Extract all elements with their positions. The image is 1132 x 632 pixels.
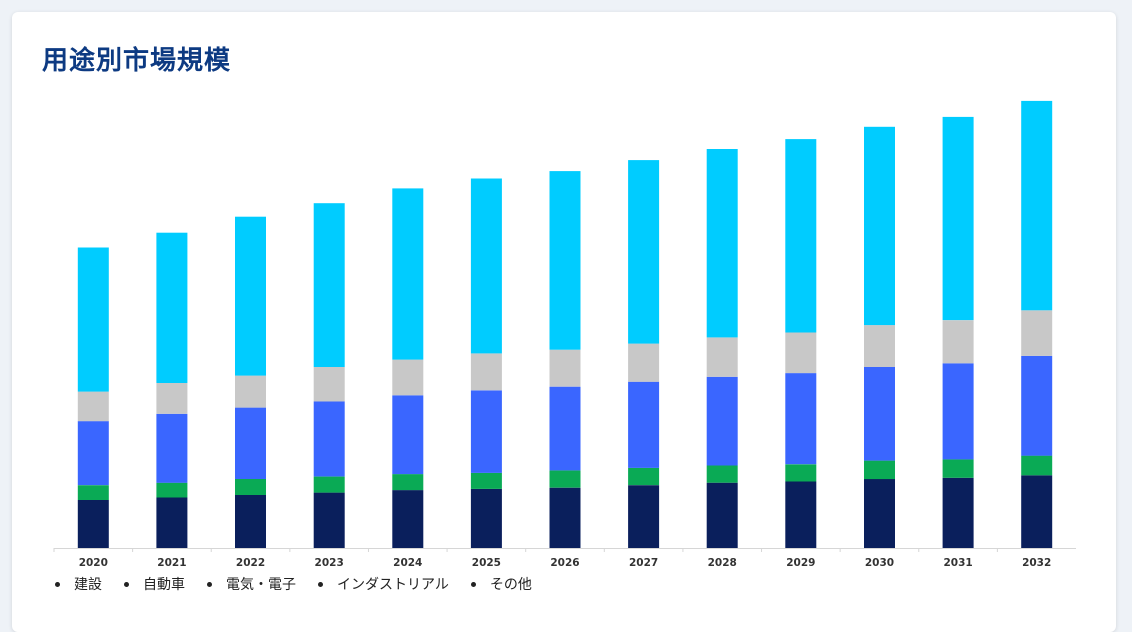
legend-label: インダストリアル bbox=[337, 577, 449, 593]
bar-segment-2026-3 bbox=[549, 349, 581, 387]
legend-item-4: その他 bbox=[470, 574, 532, 594]
bar-segment-2028-2 bbox=[706, 376, 738, 466]
bar-segment-2020-3 bbox=[77, 391, 109, 422]
bar-segment-2031-1 bbox=[942, 459, 974, 478]
bar-segment-2020-4 bbox=[77, 247, 109, 392]
bar-segment-2029-0 bbox=[785, 481, 817, 548]
bar-segment-2023-1 bbox=[313, 476, 345, 493]
bar-segment-2031-0 bbox=[942, 477, 974, 548]
bar-segment-2023-2 bbox=[313, 401, 345, 477]
bar-segment-2025-1 bbox=[470, 472, 502, 489]
bar-segment-2028-0 bbox=[706, 482, 738, 548]
x-tick-label-2021: 2021 bbox=[157, 557, 186, 569]
bar-segment-2022-0 bbox=[235, 495, 266, 548]
bar-segment-2020-2 bbox=[77, 421, 109, 486]
bar-segment-2028-4 bbox=[706, 149, 738, 338]
bar-segment-2027-4 bbox=[628, 160, 660, 344]
bar-segment-2027-3 bbox=[628, 343, 660, 382]
bar-segment-2031-3 bbox=[942, 320, 974, 364]
x-tick-label-2027: 2027 bbox=[629, 557, 658, 569]
bar-segment-2030-1 bbox=[864, 460, 895, 480]
legend-item-3: インダストリアル bbox=[318, 574, 449, 594]
bar-segment-2027-1 bbox=[628, 467, 660, 486]
bar-segment-2032-2 bbox=[1021, 355, 1053, 456]
bar-segment-2030-3 bbox=[864, 325, 895, 367]
bar-segment-2031-4 bbox=[942, 116, 974, 321]
bar-segment-2024-4 bbox=[392, 188, 424, 360]
bar-segment-2029-1 bbox=[785, 464, 817, 482]
chart-title: 用途別市場規模 bbox=[42, 46, 232, 76]
bar-segment-2026-2 bbox=[549, 386, 581, 471]
bar-segment-2022-2 bbox=[235, 407, 266, 479]
legend-label: その他 bbox=[489, 577, 532, 593]
legend-label: 自動車 bbox=[143, 577, 185, 593]
x-tick-label-2020: 2020 bbox=[79, 557, 108, 569]
legend-item-0: 建設 bbox=[55, 574, 102, 594]
bar-segment-2030-4 bbox=[864, 126, 895, 326]
stacked-bar-chart: 2020 2021 2022 2023 2024 2025 2026 2027 2028 2029… bbox=[53, 100, 1076, 569]
x-tick-label-2029: 2029 bbox=[786, 557, 815, 569]
x-tick-label-2032: 2032 bbox=[1022, 557, 1051, 569]
legend-bullet bbox=[318, 581, 323, 587]
bar-segment-2022-1 bbox=[235, 479, 266, 495]
legend-item-1: 自動車 bbox=[124, 574, 185, 594]
bar-segment-2023-0 bbox=[313, 492, 345, 548]
bar-segment-2024-0 bbox=[392, 490, 424, 548]
bar-segment-2026-4 bbox=[549, 171, 581, 350]
legend-item-2: 電気・電子 bbox=[207, 574, 296, 594]
bar-segment-2024-3 bbox=[392, 359, 424, 396]
bar-segment-2021-2 bbox=[156, 413, 188, 483]
x-tick-label-2028: 2028 bbox=[708, 557, 737, 569]
bar-segment-2025-2 bbox=[470, 390, 502, 473]
x-tick-label-2026: 2026 bbox=[550, 557, 579, 569]
x-tick-label-2031: 2031 bbox=[943, 557, 972, 569]
legend-label: 建設 bbox=[74, 577, 102, 593]
bar-segment-2024-2 bbox=[392, 395, 424, 475]
bar-segment-2030-0 bbox=[864, 479, 895, 548]
x-tick-label-2024: 2024 bbox=[393, 557, 422, 569]
chart-legend: 建設 自動車 電気・電子 インダストリアル その他 bbox=[55, 574, 554, 594]
bar-segment-2027-0 bbox=[628, 485, 660, 548]
legend-bullet bbox=[207, 581, 212, 587]
x-tick-label-2023: 2023 bbox=[315, 557, 344, 569]
bar-segment-2020-0 bbox=[77, 500, 109, 548]
bar-segment-2025-3 bbox=[470, 353, 502, 391]
x-tick-label-2022: 2022 bbox=[236, 557, 265, 569]
legend-bullet bbox=[55, 581, 60, 587]
bar-segment-2032-4 bbox=[1021, 100, 1053, 311]
legend-label: 電気・電子 bbox=[226, 577, 296, 593]
bar-segment-2027-2 bbox=[628, 381, 660, 468]
bar-segment-2021-3 bbox=[156, 383, 188, 414]
bar-segment-2025-4 bbox=[470, 178, 502, 354]
bar-segment-2022-4 bbox=[235, 216, 266, 376]
bar-segment-2021-1 bbox=[156, 482, 188, 498]
bar-segment-2032-1 bbox=[1021, 455, 1053, 476]
bar-segment-2031-2 bbox=[942, 363, 974, 460]
bar-segment-2023-3 bbox=[313, 367, 345, 402]
bar-segment-2024-1 bbox=[392, 474, 424, 491]
bar-segment-2032-0 bbox=[1021, 475, 1053, 548]
bar-segment-2020-1 bbox=[77, 485, 109, 500]
legend-bullet bbox=[470, 581, 476, 587]
x-tick-label-2025: 2025 bbox=[472, 557, 501, 569]
bar-segment-2029-3 bbox=[785, 332, 817, 374]
bar-segment-2029-2 bbox=[785, 373, 817, 465]
bar-segment-2026-1 bbox=[549, 470, 581, 488]
bar-segment-2032-3 bbox=[1021, 310, 1053, 356]
bar-segment-2029-4 bbox=[785, 139, 817, 333]
bar-segment-2021-0 bbox=[156, 497, 188, 548]
bar-segment-2030-2 bbox=[864, 367, 895, 461]
bar-segment-2022-3 bbox=[235, 375, 266, 408]
bar-segment-2026-0 bbox=[549, 487, 581, 548]
x-tick-label-2030: 2030 bbox=[865, 557, 894, 569]
bar-segment-2021-4 bbox=[156, 232, 188, 383]
bar-segment-2025-0 bbox=[470, 488, 502, 548]
bar-segment-2028-1 bbox=[706, 465, 738, 483]
bar-segment-2028-3 bbox=[706, 337, 738, 377]
legend-bullet bbox=[124, 581, 129, 587]
bar-segment-2023-4 bbox=[313, 203, 345, 367]
